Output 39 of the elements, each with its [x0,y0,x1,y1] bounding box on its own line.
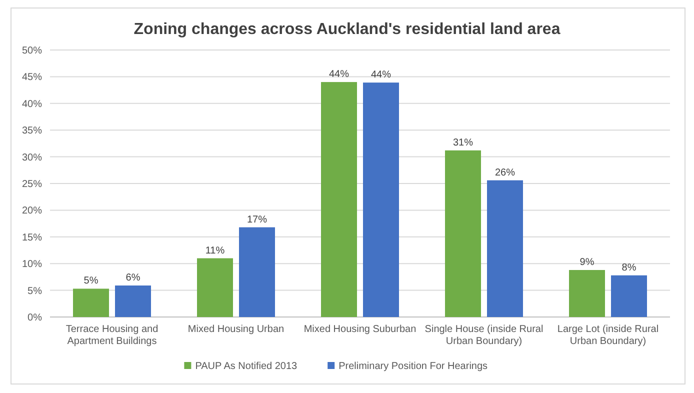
bar [115,285,151,317]
data-label: 9% [580,257,594,268]
y-tick-label: 20% [22,206,42,217]
y-tick-label: 35% [22,126,42,137]
data-label: 31% [452,137,474,148]
bar [487,180,523,317]
bar [321,82,357,317]
x-tick-label: Mixed Housing Suburban [304,324,416,335]
bar [363,82,399,317]
data-label: 44% [370,70,392,81]
y-tick-label: 15% [22,232,42,244]
chart-title: Zoning changes across Auckland's residential land area [134,21,560,38]
legend-label: PAUP As Notified 2013 [195,361,298,372]
bar [445,150,481,317]
y-tick-label: 10% [22,259,42,270]
bar [73,288,109,317]
data-label: 17% [246,214,268,226]
x-tick-label: Single House (inside Rural Urban Boundary) [424,324,544,347]
y-tick-label: 25% [22,179,42,190]
y-tick-label: 5% [28,286,42,297]
bar [611,275,647,317]
y-tick-label: 50% [22,46,42,56]
data-label: 44% [328,69,350,80]
y-tick-label: 45% [22,72,42,84]
data-label: 11% [205,245,225,256]
x-tick-label: Terrace Housing and Apartment Buildings [66,324,158,347]
y-tick-label: 30% [22,152,42,164]
data-label: 26% [494,167,516,178]
x-tick-label: Large Lot (inside Rural Urban Boundary) [557,324,659,347]
legend-label: Preliminary Position For Hearings [338,361,488,372]
x-tick-label: Mixed Housing Urban [188,324,284,335]
y-tick-label: 40% [22,98,42,110]
data-label: 8% [622,262,636,274]
data-label: 6% [126,272,140,284]
bar [239,227,275,317]
data-label: 5% [84,276,98,287]
bar [197,258,233,317]
bar [569,270,605,317]
y-tick-label: 0% [28,312,42,324]
